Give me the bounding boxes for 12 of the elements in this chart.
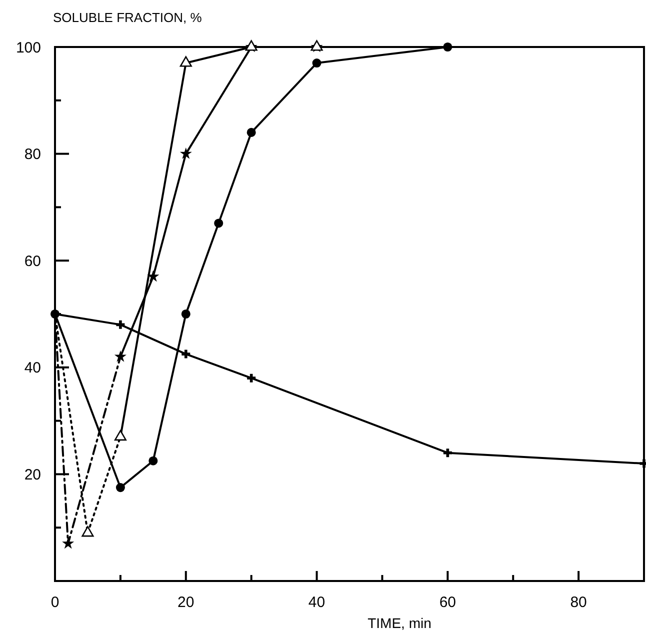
x-tick-label: 80 [570,594,587,611]
y-tick-label: 100 [16,39,41,56]
x-tick-label: 60 [439,594,456,611]
x-tick-label: 0 [50,594,60,611]
x-axis-title: TIME, min [368,615,432,631]
x-tick-label: 40 [308,594,326,611]
y-tick-label: 60 [24,252,41,270]
y-axis-title: SOLUBLE FRACTION, % [53,10,202,25]
y-tick-label: 80 [24,146,41,164]
x-tick-label: 20 [178,594,194,611]
y-tick-label: 40 [24,360,41,377]
y-tick-label: 20 [24,466,41,484]
